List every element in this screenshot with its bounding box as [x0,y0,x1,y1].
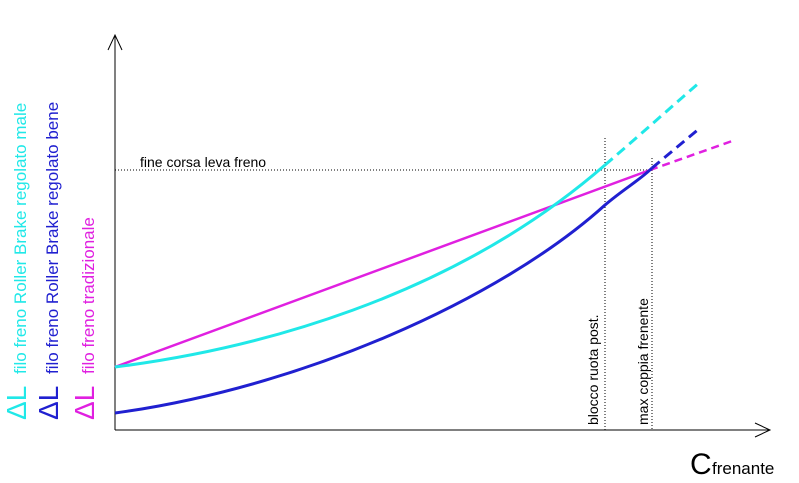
legend-symbol: ΔL [69,386,100,420]
legend-item: ΔL filo freno Roller Brake regolato male [1,103,32,420]
axes [107,33,772,438]
legend-item: ΔL filo freno Roller Brake regolato bene [33,102,64,420]
legend-label: filo freno Roller Brake regolato male [11,103,30,374]
y-arrow [107,33,123,51]
legend-label: filo freno Roller Brake regolato bene [43,102,62,374]
annotation: fine corsa leva freno [140,154,266,170]
curve-good-dashed [651,126,701,170]
x-axis-symbol: C [690,448,712,481]
legend-label: filo freno tradizionale [79,217,98,374]
x-arrow [754,422,772,438]
annotation: blocco ruota post. [585,314,601,425]
legend-symbol: ΔL [1,386,32,420]
curve-traditional-dashed [649,138,736,172]
x-axis-subscript: frenante [712,459,774,478]
curve-bad-dashed [604,80,701,167]
legend-symbol: ΔL [33,386,64,420]
curve-bad [114,163,606,369]
curve-good [114,166,654,415]
legend-item: ΔL filo freno tradizionale [69,217,100,420]
curves [114,80,736,415]
curve-traditional [114,168,651,369]
annotation: max coppia frenente [635,298,651,425]
